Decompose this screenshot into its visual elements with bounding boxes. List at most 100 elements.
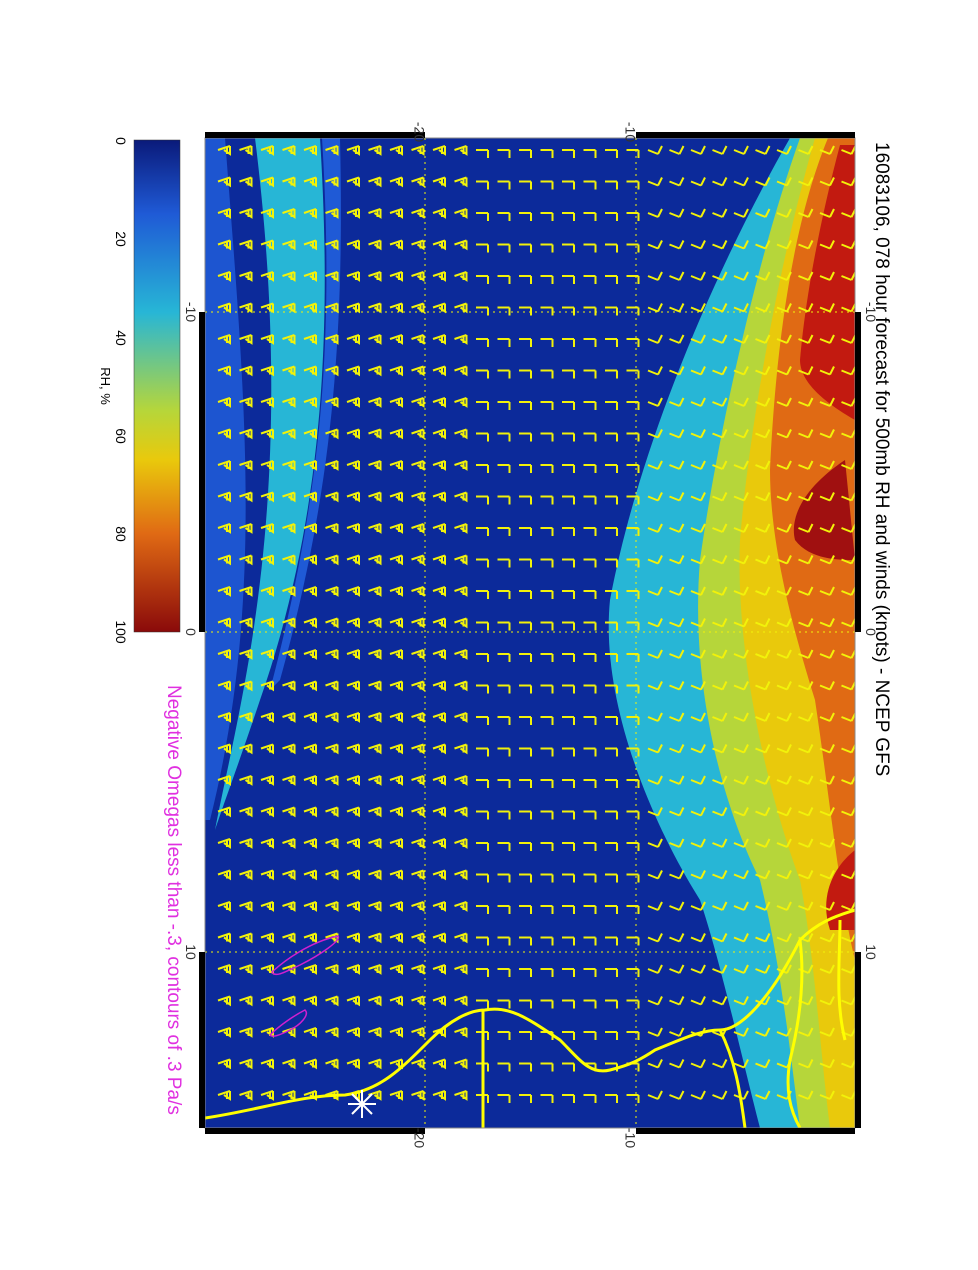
wind-barb (733, 271, 749, 281)
wind-barb (389, 586, 403, 597)
wind-barb (476, 747, 489, 757)
wind-barb (647, 838, 663, 848)
wind-barb (669, 145, 685, 155)
wind-barb (368, 1058, 382, 1070)
wind-barb (819, 681, 835, 691)
wind-barb (217, 208, 231, 219)
wind-barb (282, 586, 296, 597)
wind-barb (497, 401, 511, 410)
right-tick-label: -10 (863, 302, 879, 322)
wind-barb (562, 842, 575, 851)
wind-barb (755, 964, 771, 974)
wind-barb (540, 149, 554, 158)
wind-barb (519, 338, 532, 347)
left-tick-label: 10 (183, 944, 199, 960)
wind-barb (346, 176, 360, 188)
wind-barb (260, 1090, 274, 1101)
wind-barb (669, 1090, 685, 1100)
wind-barb (712, 145, 728, 155)
wind-barb (303, 649, 317, 660)
wind-barb (540, 653, 554, 662)
wind-barb (389, 523, 403, 534)
wind-barb (454, 334, 468, 345)
wind-barb (454, 838, 468, 849)
wind-barb (497, 149, 511, 158)
wind-barb (519, 590, 532, 599)
wind-barb (432, 806, 446, 818)
wind-barb (712, 933, 728, 943)
wind-barb (540, 212, 554, 221)
wind-barb (690, 240, 706, 250)
wind-barb (626, 999, 640, 1009)
wind-barb (346, 869, 360, 881)
wind-barb (647, 586, 663, 596)
wind-barb (411, 208, 425, 219)
wind-barb (368, 460, 382, 471)
wind-barb (260, 617, 274, 629)
wind-barb (755, 1027, 771, 1037)
wind-barb (669, 586, 685, 596)
wind-barb (325, 743, 339, 755)
wind-barb (562, 338, 575, 347)
wind-barb (497, 243, 511, 253)
wind-barb (497, 527, 511, 536)
wind-barb (690, 618, 706, 628)
wind-barb (303, 397, 317, 408)
frame-ticks (199, 132, 861, 1134)
wind-barb (389, 680, 403, 692)
wind-barb (733, 744, 749, 754)
wind-barb (733, 555, 749, 565)
wind-barb (282, 995, 296, 1007)
wind-barb (411, 176, 425, 188)
wind-barb (583, 180, 597, 190)
right-tick-label: 10 (863, 944, 879, 960)
wind-barb (540, 621, 554, 631)
wind-barb (454, 617, 468, 629)
wind-barb (432, 239, 446, 251)
wind-barb (776, 712, 792, 722)
wind-barb (669, 775, 685, 785)
wind-barb (605, 873, 618, 883)
wind-barb (476, 180, 489, 190)
wind-barb (669, 1027, 685, 1037)
wind-barb (669, 649, 685, 659)
wind-barb (389, 428, 403, 440)
wind-barb (389, 145, 403, 156)
wind-barb (497, 747, 511, 757)
wind-barb (411, 428, 425, 440)
wind-barb (368, 334, 382, 345)
wind-barb (798, 208, 814, 218)
wind-barb (647, 523, 663, 533)
wind-barb (647, 1059, 663, 1069)
wind-barb (690, 523, 706, 533)
wind-barb (819, 145, 835, 155)
wind-barb (798, 523, 814, 533)
wind-barb (540, 716, 554, 725)
wind-barb (755, 1059, 771, 1069)
wind-barb (476, 558, 489, 568)
wind-barb (346, 649, 360, 660)
wind-barb (669, 712, 685, 722)
wind-barb (798, 618, 814, 628)
wind-barb (368, 397, 382, 408)
bottom-tick-label: -20 (411, 1128, 427, 1148)
wind-barb (325, 460, 339, 471)
wind-barb (217, 649, 231, 660)
wind-barb (282, 176, 296, 188)
moist-region-red-south (826, 850, 855, 930)
wind-barb (239, 460, 253, 471)
wind-barb (411, 271, 425, 282)
wind-barb (755, 523, 771, 533)
wind-barb (562, 936, 575, 946)
wind-barb (217, 491, 231, 503)
wind-barb (733, 586, 749, 596)
wind-barb (798, 1059, 814, 1069)
wind-barb (605, 653, 618, 662)
wind-barb (346, 806, 360, 818)
wind-barb (217, 145, 231, 156)
wind-barb (476, 936, 489, 946)
wind-barbs (217, 145, 855, 1103)
wind-barb (562, 149, 575, 158)
wind-barb (346, 365, 360, 377)
wind-barb (239, 523, 253, 534)
